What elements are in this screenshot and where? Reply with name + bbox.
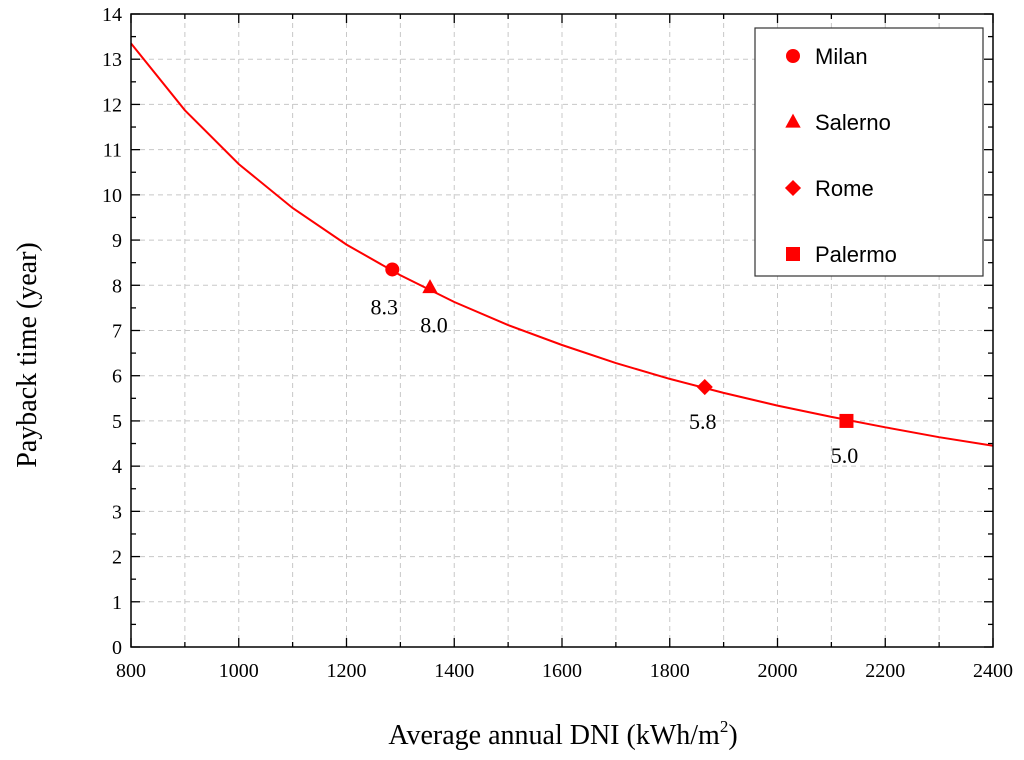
y-tick-label: 1	[112, 592, 122, 614]
x-axis-title: Average annual DNI (kWh/m2)	[388, 717, 737, 751]
data-label-salerno: 8.0	[420, 313, 448, 338]
y-tick-label: 2	[112, 547, 122, 569]
x-tick-label: 2000	[758, 660, 798, 682]
x-tick-label: 1600	[542, 660, 582, 682]
legend-marker-milan	[786, 49, 800, 63]
x-tick-label: 1000	[219, 660, 259, 682]
y-tick-label: 13	[102, 49, 122, 71]
y-tick-label: 4	[112, 456, 122, 478]
point-rome	[696, 378, 713, 396]
y-tick-label: 5	[112, 411, 122, 433]
point-salerno	[422, 279, 438, 294]
y-tick-label: 11	[103, 140, 122, 162]
data-points: 8.3 8.0 5.8 5.0	[371, 262, 859, 468]
point-milan	[385, 262, 400, 277]
point-palermo	[839, 413, 854, 428]
y-axis-title: Payback time (year)	[12, 242, 43, 467]
legend: Milan Salerno Rome Palermo	[754, 27, 984, 277]
legend-marker-salerno	[785, 113, 801, 128]
grid	[131, 14, 993, 647]
axis-ticks	[130, 13, 994, 648]
y-tick-label: 7	[112, 321, 122, 343]
legend-label-salerno: Salerno	[815, 110, 891, 135]
legend-label-milan: Milan	[815, 44, 868, 69]
legend-marker-palermo	[786, 247, 800, 261]
x-axis-title-text: Average annual DNI (kWh/m	[388, 720, 720, 751]
legend-marker-rome	[784, 179, 802, 197]
y-tick-label: 10	[102, 185, 122, 207]
y-tick-label: 3	[112, 501, 122, 523]
legend-label-palermo: Palermo	[815, 242, 897, 267]
x-tick-label: 2200	[865, 660, 905, 682]
y-tick-label: 6	[112, 366, 122, 388]
legend-box	[754, 27, 984, 277]
x-axis-title-superscript: 2	[720, 717, 729, 736]
x-tick-label: 1800	[650, 660, 690, 682]
data-label-milan: 8.3	[371, 294, 399, 319]
x-axis-title-end: )	[728, 720, 737, 751]
x-tick-label: 1400	[434, 660, 474, 682]
y-tick-label: 14	[102, 4, 122, 26]
y-tick-label: 8	[112, 275, 122, 297]
x-tick-label: 800	[116, 660, 146, 682]
legend-label-rome: Rome	[815, 176, 874, 201]
y-tick-label: 0	[112, 637, 122, 659]
plot-frame	[130, 13, 994, 648]
y-tick-label: 12	[102, 94, 122, 116]
data-label-rome: 5.8	[689, 409, 717, 434]
x-tick-label: 2400	[973, 660, 1013, 682]
y-tick-label: 9	[112, 230, 122, 252]
data-label-palermo: 5.0	[831, 443, 859, 468]
x-tick-labels: 800 1000 1200 1400 1600 1800 2000 2200 2400	[116, 660, 1013, 682]
x-tick-label: 1200	[327, 660, 367, 682]
